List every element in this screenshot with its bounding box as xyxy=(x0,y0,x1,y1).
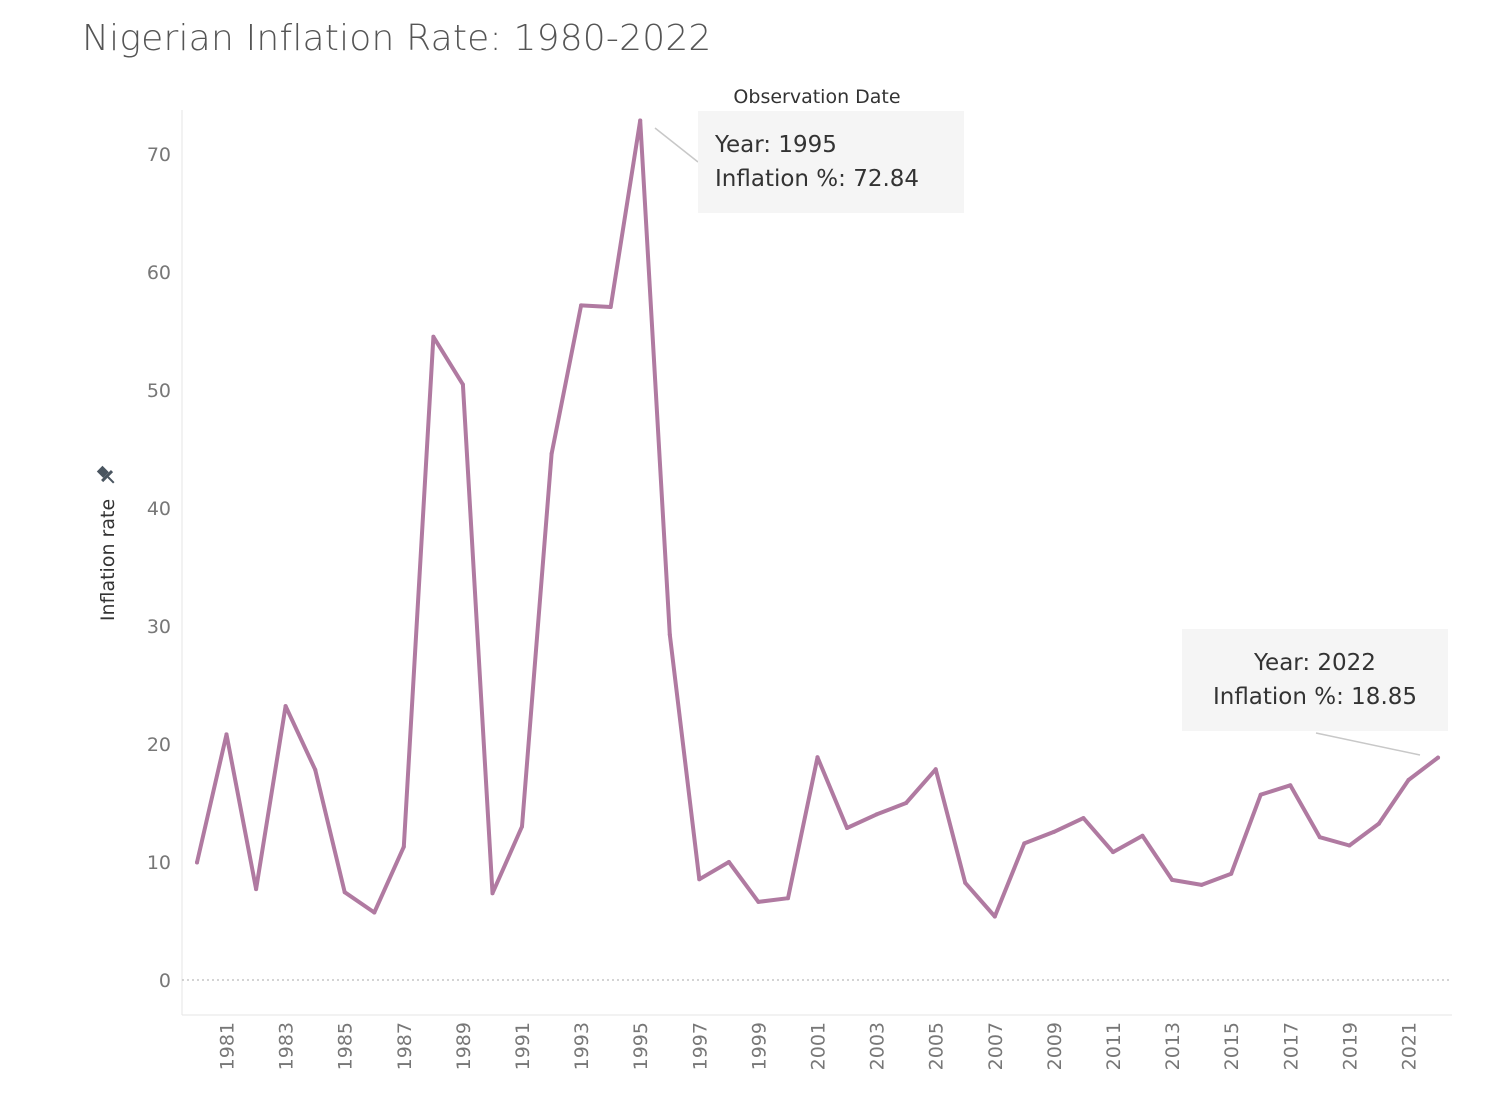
y-tick-label: 0 xyxy=(159,970,171,992)
x-tick-label: 2019 xyxy=(1339,1022,1361,1070)
pin-icon[interactable] xyxy=(95,464,119,488)
x-tick-label: 2015 xyxy=(1221,1022,1243,1070)
x-tick-label: 2009 xyxy=(1044,1022,1066,1070)
data-point[interactable] xyxy=(874,812,879,817)
x-tick-label: 2005 xyxy=(926,1022,948,1070)
data-point[interactable] xyxy=(1140,833,1145,838)
data-point[interactable] xyxy=(1229,871,1234,876)
x-tick-label: 2013 xyxy=(1162,1022,1184,1070)
x-tick-label: 1997 xyxy=(689,1022,711,1070)
x-tick-label: 1989 xyxy=(453,1022,475,1070)
data-point[interactable] xyxy=(401,844,406,849)
data-point[interactable] xyxy=(786,896,790,901)
x-tick-label: 1985 xyxy=(335,1022,357,1070)
y-tick-label: 30 xyxy=(147,616,171,638)
data-point[interactable] xyxy=(1406,778,1411,782)
data-point[interactable] xyxy=(490,891,495,896)
chart-title: Nigerian Inflation Rate: 1980-2022 xyxy=(82,18,712,59)
data-point[interactable] xyxy=(283,704,288,709)
data-point[interactable] xyxy=(579,303,584,308)
x-tick-label: 1983 xyxy=(276,1022,298,1070)
annotation-line-year: Year: 2022 xyxy=(1253,650,1376,676)
data-point[interactable] xyxy=(1347,843,1352,848)
y-tick-label: 10 xyxy=(147,852,171,874)
data-point[interactable] xyxy=(1170,877,1175,882)
data-point[interactable] xyxy=(1199,882,1204,887)
data-point[interactable] xyxy=(1317,835,1322,840)
annotation-line-value: Inflation %: 72.84 xyxy=(715,166,919,192)
data-point[interactable] xyxy=(992,914,997,919)
data-point[interactable] xyxy=(608,305,613,309)
axes-group xyxy=(181,110,1452,1016)
data-point[interactable] xyxy=(460,382,465,387)
data-point[interactable] xyxy=(638,118,643,123)
annotations-group: Year: 1995 Inflation %: 72.84 Year: 2022 In… xyxy=(654,111,1448,756)
data-point[interactable] xyxy=(195,860,199,865)
x-tick-label: 2021 xyxy=(1398,1022,1420,1070)
x-tick-label: 2007 xyxy=(985,1022,1007,1070)
y-axis-title: Inflation rate xyxy=(97,499,119,621)
y-tick-label: 50 xyxy=(147,380,171,402)
data-point[interactable] xyxy=(1288,783,1293,788)
x-axis-title: Observation Date xyxy=(733,86,900,108)
annotation-2022: Year: 2022 Inflation %: 18.85 xyxy=(1182,629,1448,756)
data-point[interactable] xyxy=(342,890,347,895)
data-point[interactable] xyxy=(1111,850,1115,855)
data-point[interactable] xyxy=(1081,816,1086,821)
y-tick-label: 60 xyxy=(147,262,171,284)
data-point[interactable] xyxy=(1051,829,1056,834)
annotation-connector xyxy=(1315,732,1421,756)
data-point[interactable] xyxy=(667,632,672,637)
data-point[interactable] xyxy=(1436,755,1440,760)
y-tick-label: 70 xyxy=(147,144,171,166)
x-tick-label: 2001 xyxy=(808,1022,830,1070)
x-tick-label: 1995 xyxy=(630,1022,652,1070)
data-point[interactable] xyxy=(963,880,968,885)
series-group xyxy=(195,118,1440,919)
x-tick-label: 1981 xyxy=(217,1022,239,1070)
data-point[interactable] xyxy=(313,767,318,772)
x-tick-label: 1999 xyxy=(748,1022,770,1070)
ticks-group: 0 10 20 30 40 50 60 70 1981 1983 1985 1987 1989 1991 1… xyxy=(95,86,1420,1070)
x-tick-label: 2011 xyxy=(1103,1022,1125,1070)
data-point[interactable] xyxy=(815,755,820,760)
data-point[interactable] xyxy=(933,767,938,772)
data-point[interactable] xyxy=(254,887,259,892)
data-point[interactable] xyxy=(726,860,731,864)
annotation-box xyxy=(698,111,964,213)
annotation-line-value: Inflation %: 18.85 xyxy=(1213,684,1417,710)
series-line xyxy=(195,118,1440,919)
annotation-box xyxy=(1182,629,1448,731)
x-tick-label: 2003 xyxy=(867,1022,889,1070)
x-tick-label: 1993 xyxy=(571,1022,593,1070)
data-point[interactable] xyxy=(372,910,377,915)
data-point[interactable] xyxy=(697,877,702,882)
x-tick-label: 1987 xyxy=(394,1022,416,1070)
data-point[interactable] xyxy=(520,824,524,829)
annotation-line-year: Year: 1995 xyxy=(714,132,837,158)
data-point[interactable] xyxy=(431,334,436,339)
data-point[interactable] xyxy=(1376,821,1381,826)
y-tick-label: 40 xyxy=(147,498,171,520)
data-point[interactable] xyxy=(1258,792,1263,797)
data-point[interactable] xyxy=(224,732,229,737)
annotation-1995: Year: 1995 Inflation %: 72.84 xyxy=(654,111,964,213)
data-point[interactable] xyxy=(1022,841,1027,846)
annotation-connector xyxy=(654,127,699,163)
data-point[interactable] xyxy=(756,899,761,904)
x-tick-label: 2017 xyxy=(1280,1022,1302,1070)
data-point[interactable] xyxy=(904,801,909,805)
y-tick-label: 20 xyxy=(147,734,171,756)
x-tick-label: 1991 xyxy=(512,1022,534,1070)
data-point[interactable] xyxy=(845,826,849,830)
data-point[interactable] xyxy=(549,451,554,456)
